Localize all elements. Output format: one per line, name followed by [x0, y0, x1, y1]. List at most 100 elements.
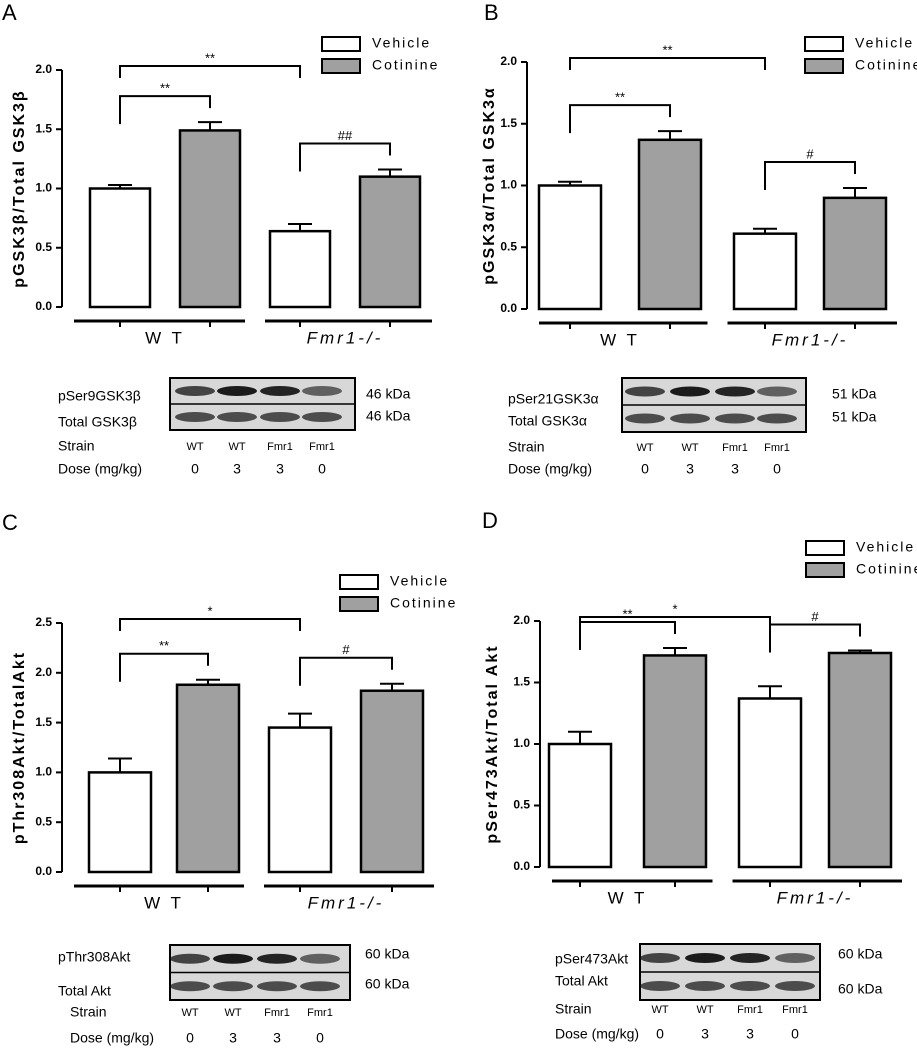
- blot-band: [175, 412, 215, 422]
- blot-size-label: 51 kDa: [832, 386, 877, 402]
- dose-value: 3: [229, 1030, 237, 1046]
- strain-value: WT: [181, 1007, 198, 1019]
- y-axis-label: pGSK3β/Total GSK3β: [11, 89, 28, 287]
- dose-value: 0: [186, 1030, 194, 1046]
- group-label: Fmr1-/-: [307, 328, 384, 347]
- legend-swatch: [339, 574, 379, 590]
- bar: [268, 229, 332, 309]
- y-axis-label: pGSK3α/Total GSK3α: [481, 86, 498, 285]
- blot-size-label: 60 kDa: [365, 946, 410, 962]
- significance-label: **: [160, 81, 170, 96]
- bar: [827, 651, 893, 869]
- blot-row-label: pSer473Akt: [555, 951, 628, 967]
- significance-label: #: [342, 642, 350, 657]
- blot-band: [757, 386, 797, 397]
- legend-label: Cotinine: [390, 595, 457, 611]
- y-tick-label: 2.0: [500, 54, 517, 68]
- blot-row-label: Total Akt: [58, 983, 111, 999]
- legend-swatch: [805, 562, 845, 578]
- bar: [822, 196, 888, 311]
- y-tick-label: 0.0: [513, 859, 530, 873]
- dose-label: Dose (mg/kg): [70, 1030, 154, 1046]
- strain-label: Strain: [58, 438, 95, 454]
- blot-band: [670, 386, 710, 397]
- bar: [642, 654, 708, 869]
- blot-band: [757, 413, 797, 424]
- significance-bracket: [119, 618, 301, 631]
- dose-value: 0: [641, 461, 649, 477]
- bar: [358, 175, 422, 309]
- strain-value: Fmr1: [764, 442, 790, 454]
- dose-value: 3: [233, 461, 241, 477]
- strain-value: Fmr1: [782, 1004, 808, 1016]
- legend-label: Vehicle: [856, 539, 915, 555]
- blot-band: [730, 981, 770, 991]
- dose-value: 0: [191, 461, 199, 477]
- significance-bracket: [569, 104, 671, 134]
- y-tick-label: 0.0: [35, 299, 52, 313]
- blot-band: [685, 981, 725, 991]
- panel-label: D: [482, 508, 498, 533]
- bar: [537, 184, 603, 311]
- y-tick-label: 2.0: [35, 62, 52, 76]
- dose-value: 0: [791, 1026, 799, 1042]
- strain-value: Fmr1: [309, 441, 335, 453]
- significance-label: **: [159, 638, 169, 653]
- y-axis-label: pThr308Akt/TotalAkt: [11, 651, 28, 844]
- dose-value: 3: [686, 461, 694, 477]
- group-label: W T: [608, 888, 648, 907]
- blot-band: [625, 386, 665, 397]
- strain-value: WT: [186, 441, 203, 453]
- bar: [637, 138, 703, 311]
- blot-band: [260, 412, 300, 422]
- significance-label: #: [811, 609, 819, 624]
- blot-band: [670, 413, 710, 424]
- group-label: Fmr1-/-: [777, 888, 854, 907]
- blot-size-label: 60 kDa: [365, 976, 410, 992]
- y-tick-label: 1.5: [35, 121, 52, 135]
- dose-value: 3: [746, 1026, 754, 1042]
- y-tick-label: 0.0: [35, 864, 52, 878]
- bar: [547, 742, 613, 869]
- blot-band: [775, 953, 815, 963]
- significance-label: *: [672, 601, 677, 616]
- strain-label: Strain: [70, 1004, 107, 1020]
- strain-value: WT: [224, 1007, 241, 1019]
- legend-label: Cotinine: [372, 57, 439, 73]
- group-label: W T: [600, 330, 640, 349]
- y-tick-label: 1.0: [500, 178, 517, 192]
- strain-value: Fmr1: [264, 1007, 290, 1019]
- blot-band: [775, 981, 815, 991]
- significance-bracket: [579, 621, 676, 651]
- blot-band: [715, 386, 755, 397]
- blot-row-label: Total GSK3β: [58, 414, 137, 430]
- significance-bracket: [119, 652, 209, 682]
- group-label: W T: [144, 893, 184, 912]
- blot-band: [170, 981, 210, 992]
- strain-value: WT: [681, 442, 698, 454]
- dose-value: 0: [316, 1030, 324, 1046]
- legend-label: Vehicle: [855, 35, 914, 51]
- strain-value: WT: [228, 441, 245, 453]
- blot-band: [640, 981, 680, 991]
- y-tick-label: 0.5: [35, 240, 52, 254]
- blot-row-label: pSer21GSK3α: [508, 391, 599, 407]
- y-tick-label: 2.0: [513, 613, 530, 627]
- y-tick-label: 0.5: [513, 798, 530, 812]
- blot-band: [715, 413, 755, 424]
- bar: [359, 689, 425, 874]
- blot-band: [217, 412, 257, 422]
- dose-value: 0: [656, 1026, 664, 1042]
- blot-band: [300, 981, 340, 992]
- bar: [178, 129, 242, 309]
- significance-bracket: [299, 656, 393, 686]
- bar: [88, 187, 152, 309]
- blot-band: [300, 953, 340, 964]
- y-axis-label: pSer473Akt/Total Akt: [484, 644, 501, 843]
- bar: [87, 771, 153, 874]
- dose-value: 0: [773, 461, 781, 477]
- significance-label: **: [662, 42, 672, 57]
- dose-label: Dose (mg/kg): [508, 461, 592, 477]
- blot-band: [257, 953, 297, 964]
